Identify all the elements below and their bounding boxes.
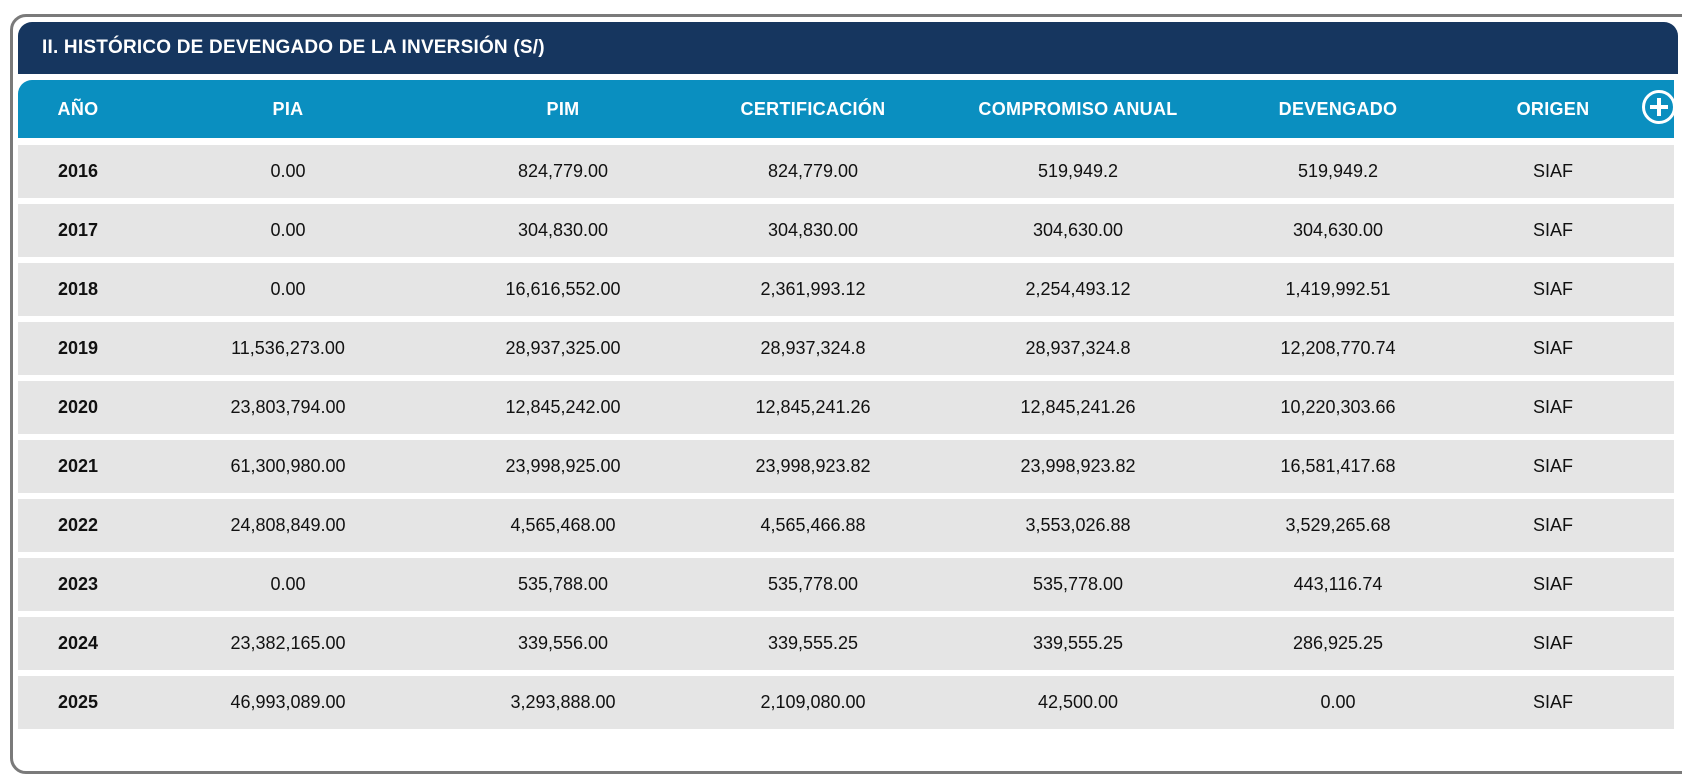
cell-pim: 12,845,242.00 — [505, 397, 621, 417]
cell-compromiso-anual: 304,630.00 — [1032, 220, 1124, 240]
cell-origen: SIAF — [1532, 397, 1573, 417]
cell-compromiso-anual: 2,254,493.12 — [1025, 279, 1131, 299]
cell-certificacion: 12,845,241.26 — [755, 397, 871, 417]
cell-pim: 23,998,925.00 — [505, 456, 621, 476]
table-row: 2023 0.00 535,788.00 535,778.00 535,778.… — [18, 558, 1674, 611]
section-title: II. HISTÓRICO DE DEVENGADO DE LA INVERSI… — [18, 22, 1678, 74]
cell-origen: SIAF — [1532, 338, 1573, 358]
cell-year: 2016 — [57, 161, 99, 181]
cell-year: 2022 — [57, 515, 99, 535]
cell-pim: 304,830.00 — [517, 220, 609, 240]
cell-year: 2020 — [57, 397, 99, 417]
table-header: AÑO PIA PIM CERTIFICACIÓN COMPROMISO ANU… — [18, 80, 1676, 138]
cell-devengado: 286,925.25 — [1292, 633, 1384, 653]
header-pim[interactable]: PIM — [546, 99, 580, 119]
cell-compromiso-anual: 519,949.2 — [1037, 161, 1119, 181]
table-row: 2022 24,808,849.00 4,565,468.00 4,565,46… — [18, 499, 1674, 552]
table-body: 2016 0.00 824,779.00 824,779.00 519,949.… — [18, 145, 1674, 729]
cell-pia: 11,536,273.00 — [231, 338, 345, 358]
cell-certificacion: 23,998,923.82 — [755, 456, 871, 476]
cell-origen: SIAF — [1532, 456, 1573, 476]
cell-certificacion: 824,779.00 — [767, 161, 859, 181]
cell-devengado: 304,630.00 — [1292, 220, 1384, 240]
table-row: 2017 0.00 304,830.00 304,830.00 304,630.… — [18, 204, 1674, 257]
cell-devengado: 3,529,265.68 — [1285, 515, 1391, 535]
header-devengado[interactable]: DEVENGADO — [1278, 99, 1398, 119]
cell-certificacion: 2,361,993.12 — [760, 279, 866, 299]
cell-pia: 0.00 — [270, 161, 306, 181]
cell-year: 2024 — [57, 633, 99, 653]
cell-origen: SIAF — [1532, 574, 1573, 594]
cell-origen: SIAF — [1532, 220, 1573, 240]
cell-compromiso-anual: 535,778.00 — [1032, 574, 1124, 594]
table-row: 2025 46,993,089.00 3,293,888.00 2,109,08… — [18, 676, 1674, 729]
cell-pim: 339,556.00 — [517, 633, 609, 653]
cell-pia: 46,993,089.00 — [230, 692, 346, 712]
cell-pim: 824,779.00 — [517, 161, 609, 181]
cell-compromiso-anual: 3,553,026.88 — [1025, 515, 1131, 535]
cell-pia: 0.00 — [270, 574, 306, 594]
cell-pia: 23,803,794.00 — [230, 397, 346, 417]
cell-origen: SIAF — [1532, 161, 1573, 181]
table-row: 2024 23,382,165.00 339,556.00 339,555.25… — [18, 617, 1674, 670]
cell-devengado: 1,419,992.51 — [1285, 279, 1391, 299]
header-certificacion[interactable]: CERTIFICACIÓN — [740, 99, 886, 119]
cell-year: 2017 — [57, 220, 99, 240]
cell-pia: 24,808,849.00 — [230, 515, 346, 535]
cell-pim: 16,616,552.00 — [505, 279, 621, 299]
cell-origen: SIAF — [1532, 279, 1573, 299]
cell-devengado: 16,581,417.68 — [1280, 456, 1396, 476]
cell-pim: 4,565,468.00 — [510, 515, 616, 535]
cell-year: 2018 — [57, 279, 99, 299]
cell-pim: 3,293,888.00 — [510, 692, 616, 712]
cell-certificacion: 28,937,324.8 — [760, 338, 866, 358]
cell-certificacion: 4,565,466.88 — [760, 515, 866, 535]
cell-pia: 61,300,980.00 — [230, 456, 346, 476]
table-row: 2020 23,803,794.00 12,845,242.00 12,845,… — [18, 381, 1674, 434]
cell-year: 2025 — [57, 692, 99, 712]
table-row: 2021 61,300,980.00 23,998,925.00 23,998,… — [18, 440, 1674, 493]
cell-certificacion: 2,109,080.00 — [760, 692, 866, 712]
cell-certificacion: 304,830.00 — [767, 220, 859, 240]
cell-certificacion: 339,555.25 — [767, 633, 859, 653]
cell-pia: 23,382,165.00 — [230, 633, 346, 653]
cell-devengado: 519,949.2 — [1297, 161, 1379, 181]
cell-certificacion: 535,778.00 — [767, 574, 859, 594]
cell-compromiso-anual: 42,500.00 — [1037, 692, 1119, 712]
cell-year: 2019 — [57, 338, 99, 358]
cell-origen: SIAF — [1532, 633, 1573, 653]
cell-pia: 0.00 — [270, 279, 306, 299]
cell-origen: SIAF — [1532, 515, 1573, 535]
cell-origen: SIAF — [1532, 692, 1573, 712]
cell-pim: 535,788.00 — [517, 574, 609, 594]
table-row: 2018 0.00 16,616,552.00 2,361,993.12 2,2… — [18, 263, 1674, 316]
cell-year: 2021 — [57, 456, 99, 476]
table-row: 2019 11,536,273.00 28,937,325.00 28,937,… — [18, 322, 1674, 375]
cell-year: 2023 — [57, 574, 99, 594]
cell-devengado: 10,220,303.66 — [1280, 397, 1396, 417]
cell-compromiso-anual: 23,998,923.82 — [1020, 456, 1136, 476]
header-pia[interactable]: PIA — [272, 99, 304, 119]
cell-devengado: 443,116.74 — [1293, 574, 1383, 594]
table-row: 2016 0.00 824,779.00 824,779.00 519,949.… — [18, 145, 1674, 198]
cell-compromiso-anual: 339,555.25 — [1032, 633, 1124, 653]
cell-devengado: 0.00 — [1320, 692, 1356, 712]
cell-compromiso-anual: 12,845,241.26 — [1020, 397, 1136, 417]
cell-pim: 28,937,325.00 — [505, 338, 621, 358]
header-origen[interactable]: ORIGEN — [1516, 99, 1590, 119]
header-compromiso-anual[interactable]: COMPROMISO ANUAL — [978, 99, 1178, 119]
cell-compromiso-anual: 28,937,324.8 — [1025, 338, 1131, 358]
plus-circle-icon[interactable] — [1642, 90, 1676, 124]
cell-devengado: 12,208,770.74 — [1280, 338, 1396, 358]
investment-history-table: AÑO PIA PIM CERTIFICACIÓN COMPROMISO ANU… — [18, 80, 1676, 735]
header-year[interactable]: AÑO — [57, 99, 99, 119]
cell-pia: 0.00 — [270, 220, 306, 240]
